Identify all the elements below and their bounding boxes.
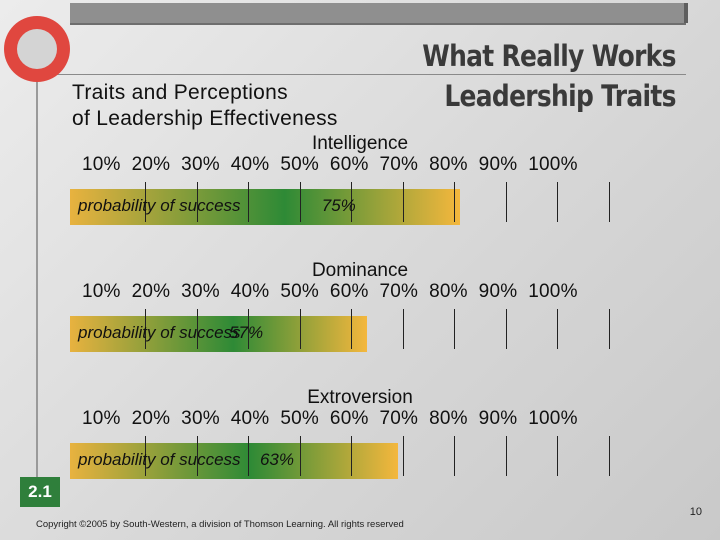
logo-center [17, 29, 57, 69]
top-decorative-bar-shadow [684, 3, 688, 23]
page-number: 10 [689, 506, 702, 518]
subtitle-line-2: of Leadership Effectiveness [72, 107, 338, 130]
gridline [351, 309, 352, 349]
gridline [351, 436, 352, 476]
subtitle-line-1: Traits and Perceptions [72, 81, 288, 104]
gridline [557, 309, 558, 349]
gridline [454, 309, 455, 349]
probability-bar [70, 443, 398, 479]
gridline [454, 436, 455, 476]
bar-value-label: 63% [259, 450, 294, 469]
gridline [248, 309, 249, 349]
copyright-text: Copyright ©2005 by South-Western, a divi… [36, 519, 404, 530]
gridline [506, 436, 507, 476]
gridline [351, 182, 352, 222]
gridline [557, 182, 558, 222]
logo-ring-icon [4, 16, 70, 82]
gridline [248, 182, 249, 222]
gridline [403, 436, 404, 476]
gridline [300, 436, 301, 476]
bar-label: probability of success [78, 450, 241, 469]
gridline [300, 182, 301, 222]
gridline [609, 436, 610, 476]
bar-label: probability of success [78, 196, 241, 215]
gridline [197, 309, 198, 349]
probability-bar [70, 189, 460, 225]
gridline [506, 309, 507, 349]
chart-title: Intelligence [311, 133, 409, 154]
gridline [197, 182, 198, 222]
gridline [403, 309, 404, 349]
chart-title: Dominance [311, 260, 409, 281]
gridline [300, 309, 301, 349]
chart-panel: Dominance 10% 20% 30% 40% 50% 60% 70% 80%… [0, 260, 720, 380]
gridline [145, 309, 146, 349]
title-line-1: What Really Works [422, 39, 677, 73]
tick-labels: 10% 20% 30% 40% 50% 60% 70% 80% 90% 100% [82, 281, 578, 302]
chart-title: Extroversion [307, 387, 413, 408]
gridline [557, 436, 558, 476]
gridline [609, 309, 610, 349]
gridline [145, 182, 146, 222]
top-decorative-bar [70, 3, 686, 25]
title-line-2: Leadership Traits [444, 79, 677, 113]
slide-number-badge: 2.1 [20, 477, 60, 507]
title-rule [36, 74, 686, 75]
bar-label: probability of success [78, 323, 241, 342]
probability-bar [70, 316, 368, 352]
chart-panel: Intelligence 10% 20% 30% 40% 50% 60% 70% … [0, 133, 720, 253]
gridline [506, 182, 507, 222]
subtitle: Traits and Perceptions of Leadership Eff… [72, 80, 338, 132]
gridline [454, 182, 455, 222]
gridline [145, 436, 146, 476]
gridline [609, 182, 610, 222]
bar-value-label: 75% [321, 196, 356, 215]
left-rule [36, 58, 38, 488]
gridline [403, 182, 404, 222]
tick-labels: 10% 20% 30% 40% 50% 60% 70% 80% 90% 100% [82, 408, 578, 429]
chart-panel: Extroversion 10% 20% 30% 40% 50% 60% 70% … [0, 387, 720, 507]
page-title: What Really Works Leadership Traits [422, 36, 677, 116]
tick-labels: 10% 20% 30% 40% 50% 60% 70% 80% 90% 100% [82, 154, 578, 175]
gridline [197, 436, 198, 476]
gridline [248, 436, 249, 476]
bar-value-label: 57% [229, 323, 264, 342]
